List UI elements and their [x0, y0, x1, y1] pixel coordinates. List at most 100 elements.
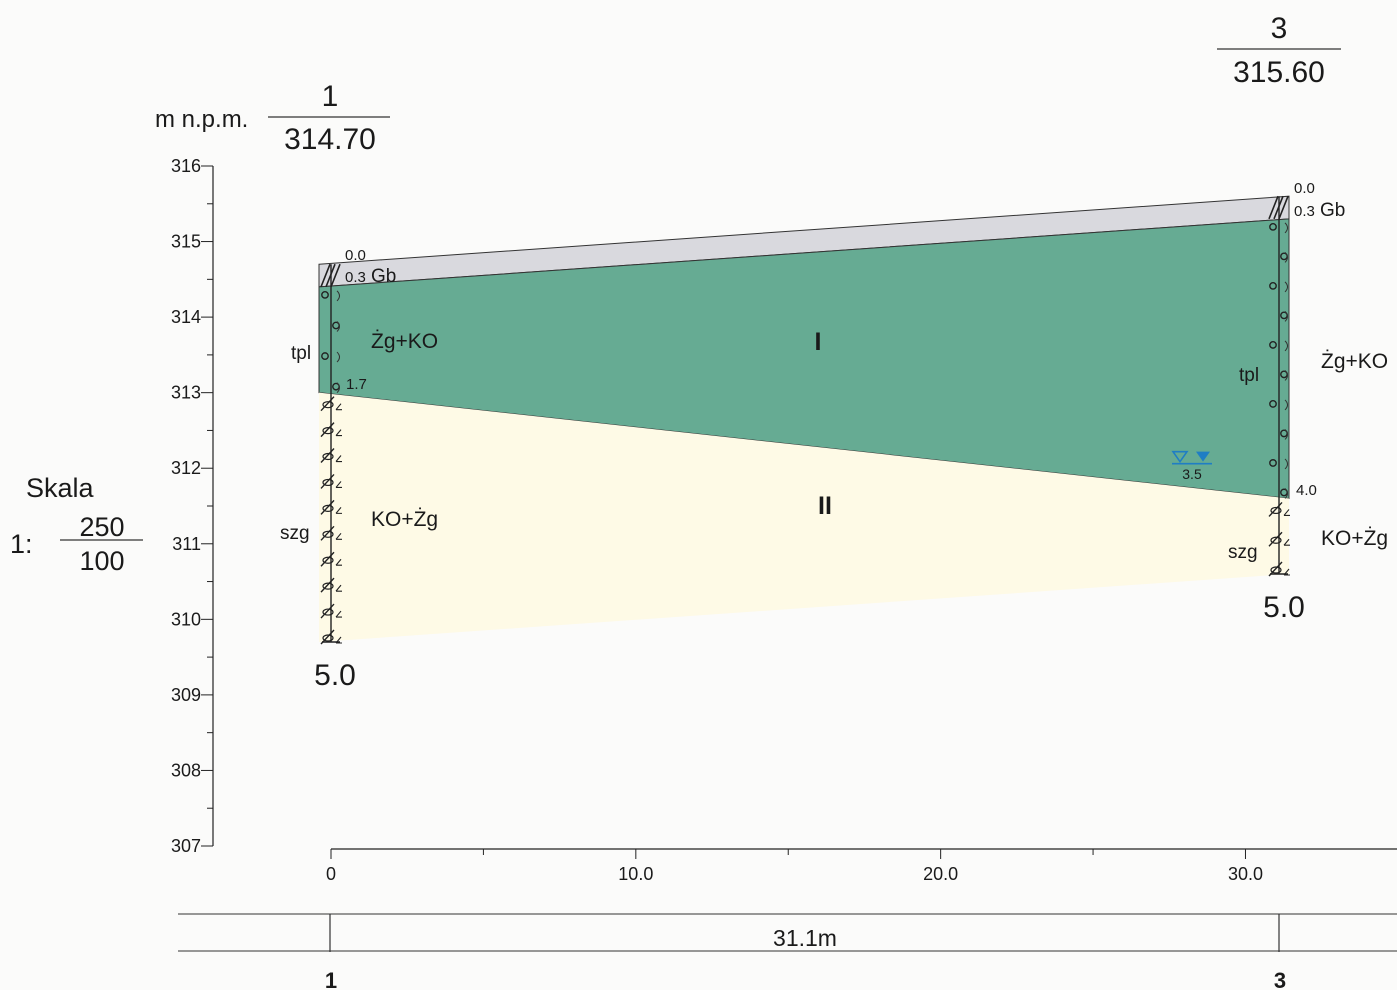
elevation-axis: 316 315 314 313 312 311 310 309 308 307 — [171, 156, 214, 856]
borehole-3-column — [1268, 195, 1290, 577]
sand-symbol — [336, 382, 340, 394]
fill-hatch-line — [1273, 195, 1284, 220]
borehole-1-layer-I-bottom: 1.7 — [346, 376, 367, 393]
hatch-symbol — [320, 422, 335, 438]
borehole-3-fill-depth: 0.3 — [1294, 203, 1315, 220]
distance-axis: 0 10.0 20.0 30.0 — [326, 848, 1397, 884]
elevation-tick-label: 309 — [171, 685, 201, 705]
elevation-tick-label: 310 — [171, 609, 201, 629]
elevation-tick-label: 312 — [171, 458, 201, 478]
hatch-symbol — [320, 473, 335, 489]
scale-horizontal: 250 — [79, 512, 124, 542]
hatch-symbol — [320, 551, 335, 567]
distance-tick-label: 30.0 — [1228, 864, 1263, 884]
distance-tick-label: 10.0 — [618, 864, 653, 884]
borehole-1-soil-upper: Żg+KO — [371, 330, 438, 353]
borehole-1-bottom-label: 1 — [325, 968, 337, 990]
elevation-tick-label: 307 — [171, 836, 201, 856]
borehole-3-header: 3 315.60 — [1217, 12, 1341, 89]
pebble-symbol — [322, 634, 334, 642]
borehole-3-top-depth: 0.0 — [1294, 180, 1315, 197]
elevation-tick-label: 313 — [171, 383, 201, 403]
borehole-1-column — [320, 263, 342, 645]
pebble-symbol — [322, 504, 334, 512]
elevation-tick-label: 311 — [172, 534, 201, 554]
sand-symbol — [1283, 568, 1290, 576]
sand-symbol — [335, 455, 342, 463]
hatch-symbol — [320, 396, 335, 412]
sand-symbol — [335, 584, 342, 592]
sand-symbol — [1284, 311, 1288, 322]
pebble-symbol — [322, 530, 334, 538]
borehole-3-bottom-label: 3 — [1274, 968, 1286, 990]
gravel-symbol — [321, 290, 329, 299]
distance-table: 31.1m 1 3 — [178, 913, 1397, 990]
pebble-symbol — [322, 478, 334, 487]
sand-symbol — [1284, 281, 1288, 293]
borehole-3-layer-I-bottom: 4.0 — [1296, 482, 1317, 499]
sand-symbol — [1284, 399, 1288, 411]
borehole-1-header: 1 314.70 — [268, 80, 390, 156]
pebble-symbol — [322, 556, 334, 564]
borehole-1-label-tpl: tpl — [291, 343, 311, 364]
pebble-symbol — [1270, 566, 1282, 574]
gravel-symbol — [321, 352, 329, 360]
sand-symbol — [336, 321, 340, 332]
sand-symbol — [335, 558, 342, 566]
hatch-symbol — [1268, 561, 1283, 577]
hatch-symbol — [320, 525, 335, 541]
gravel-symbol — [1269, 282, 1277, 290]
scale-prefix: 1: — [10, 529, 33, 559]
elevation-unit-label: m n.p.m. — [155, 106, 248, 133]
sand-symbol — [1284, 488, 1288, 499]
gravel-symbol — [1269, 341, 1277, 349]
layer-II-area — [319, 392, 1289, 642]
sand-symbol — [1284, 222, 1288, 234]
borehole-3-fill-code: Gb — [1320, 200, 1345, 221]
pebble-symbol — [322, 582, 334, 590]
fill-hatch-line — [320, 263, 331, 288]
borehole-1-fill-depth: 0.3 — [345, 269, 366, 286]
elevation-tick-label: 316 — [171, 156, 201, 176]
borehole-3-elevation: 315.60 — [1233, 56, 1325, 89]
hatch-symbol — [1268, 501, 1283, 517]
sand-symbol — [336, 290, 340, 302]
borehole-1-final-depth: 5.0 — [314, 659, 356, 692]
layer-II-label: II — [818, 492, 832, 520]
scale-title: Skala — [26, 473, 95, 503]
pebble-symbol — [1270, 536, 1282, 544]
fill-hatch-line — [1268, 195, 1279, 220]
borehole-1-soil-lower: KO+Żg — [371, 508, 438, 531]
water-table-open-triangle-icon — [1171, 450, 1189, 464]
distance-tick-label: 0 — [326, 864, 336, 884]
sand-symbol — [1283, 538, 1290, 546]
borehole-1-fill-code: Gb — [371, 266, 396, 287]
hatch-symbol — [320, 577, 335, 593]
pebble-symbol — [322, 401, 334, 409]
sand-symbol — [1284, 370, 1288, 381]
hatch-symbol — [1268, 531, 1283, 547]
sand-symbol — [335, 403, 342, 411]
sand-symbol — [336, 351, 340, 363]
sand-symbol — [1283, 509, 1290, 516]
total-distance: 31.1m — [773, 925, 837, 951]
pebble-symbol — [322, 608, 334, 616]
hatch-symbol — [320, 603, 335, 619]
borehole-1-label-szg: szg — [280, 523, 310, 544]
gravel-symbol — [1269, 222, 1277, 231]
sand-symbol — [335, 481, 342, 488]
gravel-symbol — [1269, 459, 1277, 467]
hatch-symbol — [320, 448, 335, 463]
pebble-symbol — [322, 452, 334, 461]
fill-hatch-line — [1278, 195, 1289, 220]
scale-vertical: 100 — [79, 546, 124, 576]
borehole-1-top-depth: 0.0 — [345, 247, 366, 264]
sand-symbol — [335, 610, 342, 618]
sand-symbol — [335, 507, 342, 514]
water-level-value: 3.5 — [1182, 466, 1202, 482]
elevation-tick-label: 308 — [171, 760, 201, 780]
sand-symbol — [1284, 429, 1288, 440]
borehole-3-soil-upper: Żg+KO — [1321, 350, 1388, 373]
borehole-1-number: 1 — [322, 80, 339, 113]
